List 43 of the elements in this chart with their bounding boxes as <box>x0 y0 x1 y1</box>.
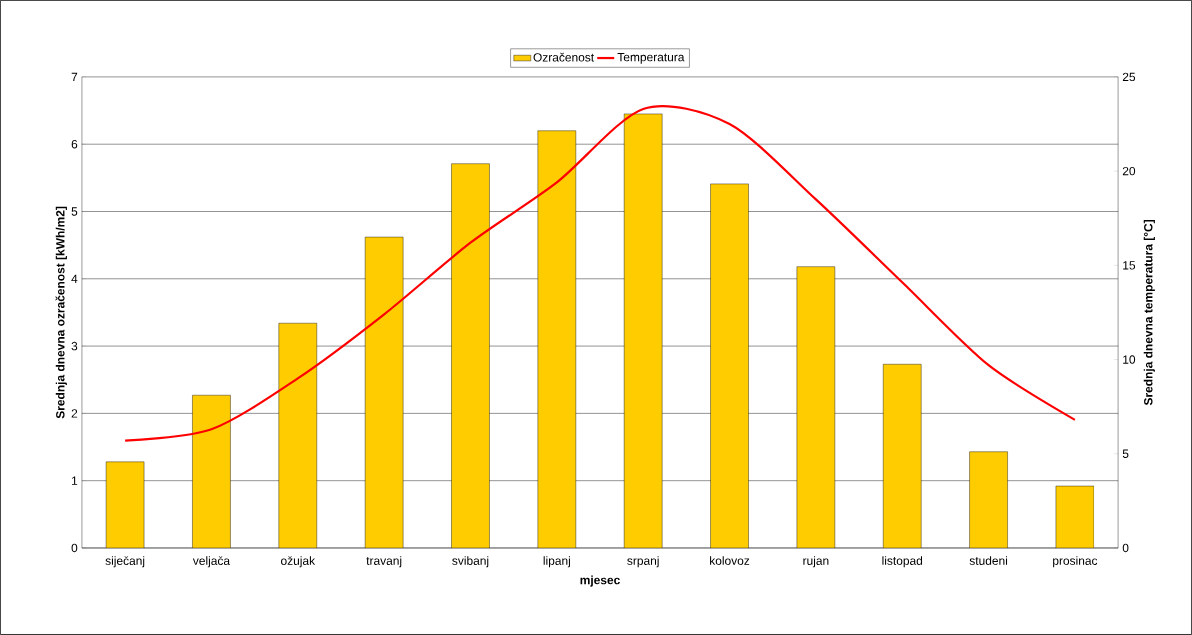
y-tick-label: 2 <box>71 409 78 418</box>
y-tick-label: 1 <box>72 476 78 485</box>
x-tick-label: travanj <box>366 556 402 568</box>
x-tick-label: prosinac <box>1053 556 1098 568</box>
bar <box>192 395 231 549</box>
bar <box>106 461 145 549</box>
x-tick-label: veljača <box>192 556 231 568</box>
y-tick-label: 6 <box>71 140 78 149</box>
bar <box>365 237 404 549</box>
x-tick-label: kolovoz <box>710 556 750 565</box>
x-tick-label: studeni <box>969 556 1008 565</box>
bar <box>969 451 1008 549</box>
legend-label: Temperatura <box>617 53 685 64</box>
x-tick-label: srpanj <box>627 556 659 568</box>
y-tick-label: 4 <box>71 274 78 283</box>
y-axis-title: Srednja dnevna ozračenost [kWh/m2] <box>55 206 67 419</box>
y-tick-label: 3 <box>71 341 78 351</box>
x-tick-label: siječanj <box>105 556 145 568</box>
x-tick-label: ožujak <box>281 556 316 568</box>
y2-tick-label: 5 <box>1122 449 1129 458</box>
x-tick-label: rujan <box>803 556 829 568</box>
x-tick-label: lipanj <box>543 556 570 568</box>
y2-tick-label: 10 <box>1123 355 1136 364</box>
bar <box>624 113 663 549</box>
x-axis-title: mjesec <box>580 575 620 587</box>
y2-axis-title: Srednja dnevna temperatura [°C] <box>1143 220 1155 406</box>
y2-tick-label: 20 <box>1122 166 1136 176</box>
y2-tick-label: 0 <box>1122 543 1129 553</box>
legend-label: Ozračenost <box>533 52 595 62</box>
y-tick-label: 5 <box>71 207 78 216</box>
y-tick-label: 0 <box>71 543 78 553</box>
bar <box>278 323 317 549</box>
bar <box>451 163 490 549</box>
bar <box>710 183 749 549</box>
y2-tick-label: 25 <box>1122 72 1136 82</box>
y-tick-label: 7 <box>71 72 78 82</box>
bar <box>537 130 576 549</box>
x-tick-label: listopad <box>882 556 923 568</box>
bar <box>796 266 835 549</box>
y2-tick-label: 15 <box>1123 261 1136 270</box>
bar <box>1055 485 1095 549</box>
x-tick-label: svibanj <box>452 556 489 568</box>
bar <box>883 364 922 549</box>
